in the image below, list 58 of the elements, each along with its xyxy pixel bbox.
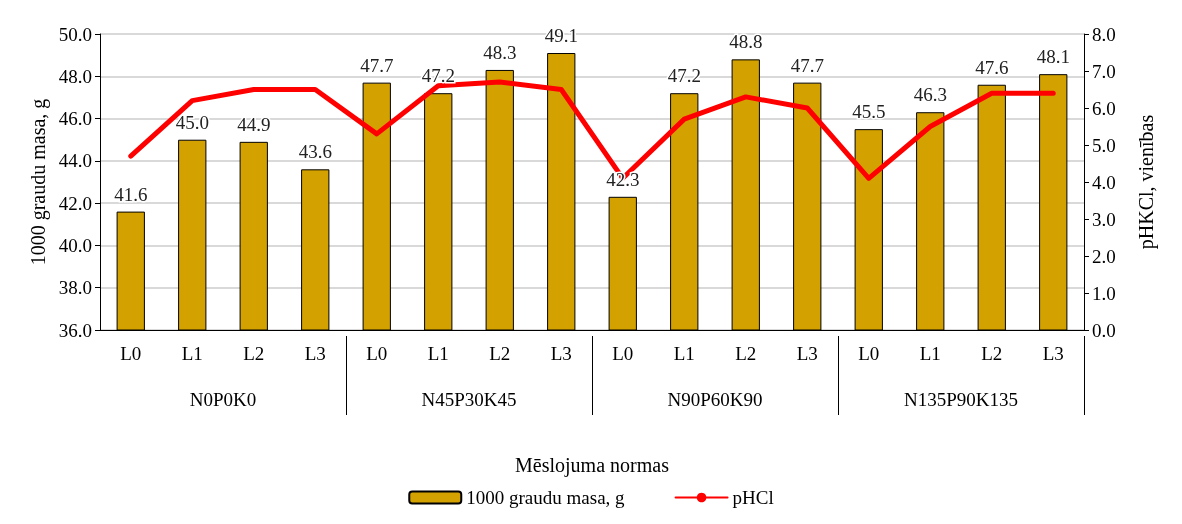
data-label: 44.9 [237,113,271,135]
x-axis-title: Mēslojuma normas [515,454,670,477]
y2-tick-label: 4.0 [1092,171,1116,193]
y-tick-label: 36.0 [58,319,92,341]
y-tick-label: 46.0 [58,108,92,130]
x-tick-label: L0 [120,343,142,364]
legend-label: pHCl [732,487,774,508]
text: N135P90K135 [903,389,1019,410]
legend-label: 1000 graudu masa, g [466,487,626,508]
y2-tick-label: 6.0 [1092,97,1116,119]
x-tick-label: L3 [550,343,572,364]
x-tick-label: L1 [181,343,203,364]
data-label: 42.3 [606,168,640,190]
text: N45P30K45 [421,389,517,410]
x-tick-label: L1 [427,343,449,364]
y2-tick-label: 0.0 [1092,319,1116,341]
x-tick-label: L3 [1042,343,1064,364]
x-tick-label: L0 [366,343,388,364]
data-label: 43.6 [298,141,332,163]
data-label: 48.8 [729,31,763,53]
data-label: 47.6 [975,56,1009,78]
x-tick-label: L0 [858,343,880,364]
y2-tick-label: 3.0 [1092,208,1116,230]
data-label: 48.1 [1036,46,1070,68]
y-tick-label: 40.0 [58,234,92,256]
data-label: 47.2 [667,65,701,87]
y2-axis-title: pHKCl, vienības [1135,114,1158,250]
data-label: 47.7 [360,54,394,76]
text: N90P60K90 [667,389,763,410]
x-tick-label: L3 [304,343,326,364]
data-label: 45.5 [852,101,886,123]
x-tick-label: L1 [919,343,941,364]
x-tick-label: L3 [796,343,818,364]
y2-tick-label: 5.0 [1092,134,1116,156]
x-tick-label: L2 [489,343,511,364]
x-tick-label: L2 [735,343,757,364]
y-tick-label: 38.0 [58,277,92,299]
y2-tick-label: 8.0 [1092,23,1116,45]
x-tick-label: L0 [612,343,634,364]
data-label: 45.0 [175,111,209,133]
x-tick-label: L2 [243,343,265,364]
y2-tick-label: 7.0 [1092,60,1116,82]
y2-tick-label: 2.0 [1092,245,1116,267]
text: N0P0K0 [189,389,257,410]
data-label: 41.6 [114,183,148,205]
y-tick-label: 44.0 [58,150,92,172]
data-label: 46.3 [913,84,947,106]
y-tick-label: 42.0 [58,192,92,214]
data-label: 47.2 [421,65,455,87]
x-tick-label: L2 [981,343,1003,364]
data-label: 48.3 [483,41,517,63]
y2-tick-label: 1.0 [1092,282,1116,304]
y-tick-label: 48.0 [58,65,92,87]
y-axis-title: 1000 graudu masa, g [26,98,50,266]
y-tick-label: 50.0 [58,23,92,45]
data-label: 47.7 [790,54,824,76]
data-label: 49.1 [544,25,578,47]
x-tick-label: L1 [673,343,695,364]
